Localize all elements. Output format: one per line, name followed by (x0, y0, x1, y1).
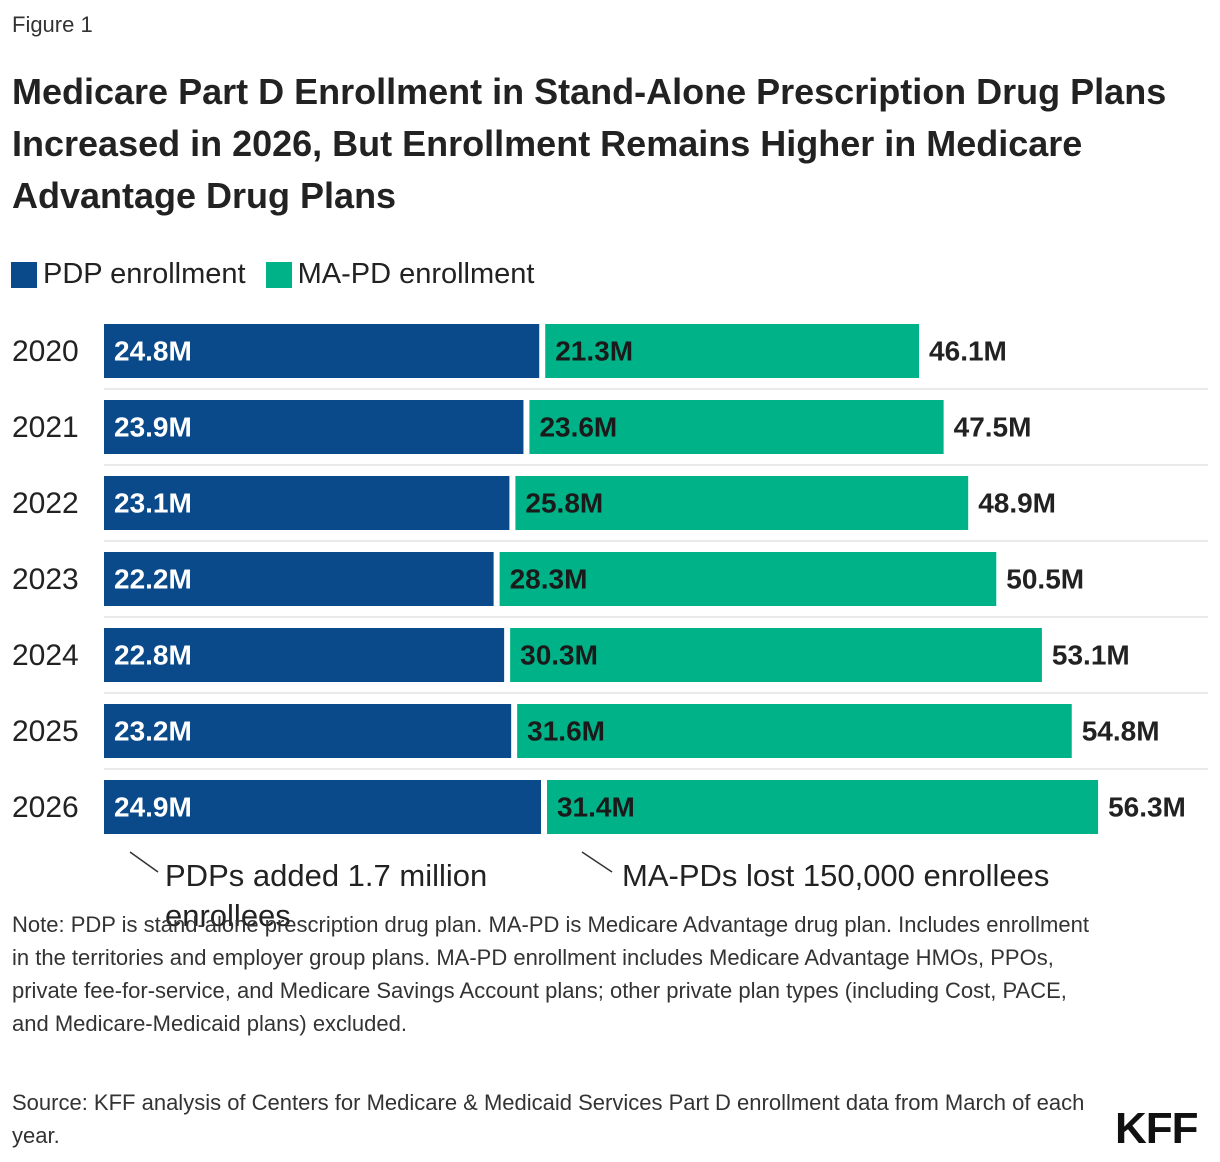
annotation: MA-PDs lost 150,000 enrollees (622, 858, 1050, 893)
value-label: 23.2M (114, 715, 192, 746)
bar-segment (104, 476, 510, 530)
bar-segment (515, 476, 969, 530)
bar-segment (499, 552, 997, 606)
value-label: 31.6M (527, 715, 605, 746)
chart-title: Medicare Part D Enrollment in Stand-Alon… (12, 71, 1167, 216)
bar-segment (529, 400, 944, 454)
category-label: 2022 (12, 487, 79, 520)
total-label: 48.9M (978, 487, 1056, 518)
bar-segment (104, 704, 512, 758)
category-label: 2020 (12, 335, 79, 368)
category-label: 2025 (12, 715, 79, 748)
chart: 2020 24.8M 21.3M 46.1M 2021 23.9M 23.6M 47.5M 20… (12, 324, 1208, 873)
figure-label: Figure 1 (12, 12, 93, 37)
value-label: 30.3M (520, 639, 598, 670)
value-label: 24.8M (114, 335, 192, 366)
bar-segment (104, 552, 494, 606)
annotation-connector (129, 851, 159, 873)
category-label: 2023 (12, 563, 79, 596)
value-label: 23.6M (539, 411, 617, 442)
category-label: 2021 (12, 411, 79, 444)
bar-segment (546, 780, 1099, 834)
legend: PDP enrollment MA-PD enrollment (11, 258, 554, 291)
value-label: 22.8M (114, 639, 192, 670)
total-label: 54.8M (1082, 715, 1160, 746)
legend-label: MA-PD enrollment (297, 258, 535, 290)
bar-segment (104, 400, 524, 454)
bar-segment (510, 628, 1042, 682)
value-label: 25.8M (525, 487, 603, 518)
bar-segment (104, 780, 541, 834)
value-label: 31.4M (557, 791, 635, 822)
bar-segment (545, 324, 920, 378)
legend-swatch (11, 261, 37, 288)
legend-item: MA-PD enrollment (265, 258, 535, 291)
value-label: 22.2M (114, 563, 192, 594)
note: Note: PDP is stand-alone prescription dr… (12, 912, 1089, 1036)
legend-label: PDP enrollment (43, 258, 246, 290)
bar-segment (517, 704, 1072, 758)
annotation: PDPs added 1.7 million enrollees (165, 858, 488, 933)
category-label: 2024 (12, 639, 79, 672)
total-label: 47.5M (954, 411, 1032, 442)
bar-segment (104, 628, 505, 682)
legend-item: PDP enrollment (11, 258, 246, 291)
logo: KFF (1115, 1104, 1199, 1153)
source: Source: KFF analysis of Centers for Medi… (12, 1090, 1085, 1148)
value-label: 21.3M (555, 335, 633, 366)
value-label: 23.1M (114, 487, 192, 518)
value-label: 23.9M (114, 411, 192, 442)
legend-swatch (265, 261, 292, 288)
category-label: 2026 (12, 791, 79, 824)
total-label: 56.3M (1108, 791, 1186, 822)
total-label: 53.1M (1052, 639, 1130, 670)
value-label: 28.3M (510, 563, 588, 594)
total-label: 46.1M (929, 335, 1007, 366)
value-label: 24.9M (114, 791, 192, 822)
annotation-connector (581, 851, 613, 873)
bar-segment (104, 324, 540, 378)
total-label: 50.5M (1006, 563, 1084, 594)
